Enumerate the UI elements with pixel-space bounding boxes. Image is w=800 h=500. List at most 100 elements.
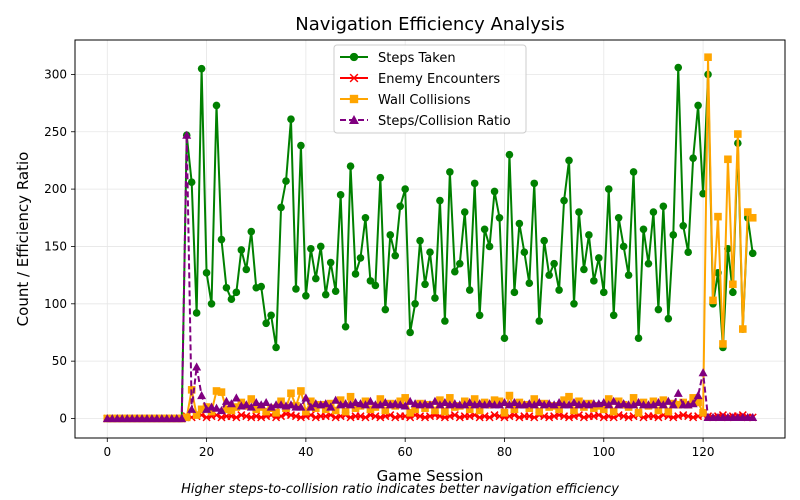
data-point-steps-collision-ratio [504, 400, 514, 409]
data-point-wall-collisions [446, 394, 454, 402]
data-point-steps-collision-ratio [256, 400, 266, 409]
y-tick-label: 200 [44, 182, 67, 196]
data-point-steps-taken [604, 185, 613, 193]
data-point-steps-taken [535, 317, 544, 325]
x-tick-label: 0 [103, 445, 111, 459]
data-point-wall-collisions [609, 407, 618, 416]
data-point-steps-taken [366, 277, 375, 285]
data-point-steps-collision-ratio [658, 400, 668, 409]
data-point-steps-taken [391, 251, 400, 260]
data-point-wall-collisions [401, 394, 409, 402]
data-point-wall-collisions [599, 405, 608, 414]
data-point-steps-collision-ratio [430, 396, 440, 405]
data-point-steps-taken [684, 248, 692, 256]
data-point-steps-taken [277, 203, 285, 212]
data-point-steps-collision-ratio [400, 401, 410, 410]
data-point-wall-collisions [664, 407, 673, 416]
data-point-wall-collisions [307, 397, 315, 406]
data-point-steps-collision-ratio [663, 396, 673, 405]
data-point-wall-collisions [441, 407, 449, 416]
data-point-steps-collision-ratio [564, 400, 574, 409]
legend-marker [349, 115, 359, 124]
data-point-wall-collisions [674, 400, 683, 409]
data-point-steps-taken [421, 280, 429, 289]
data-point-steps-taken [287, 115, 295, 123]
data-point-steps-taken [346, 162, 355, 170]
series-layer [102, 53, 758, 423]
data-point-steps-collision-ratio [509, 397, 519, 407]
data-point-steps-taken [336, 191, 345, 199]
data-point-enemy-encounters [361, 413, 370, 422]
data-point-steps-taken [192, 309, 201, 317]
data-point-steps-collision-ratio [360, 400, 370, 409]
data-point-steps-taken [619, 242, 628, 251]
data-point-steps-collision-ratio [266, 402, 276, 411]
data-point-steps-taken [282, 177, 290, 185]
data-point-steps-taken [634, 334, 643, 343]
legend-marker [349, 52, 359, 62]
data-point-steps-collision-ratio [693, 391, 703, 400]
data-point-steps-collision-ratio [534, 397, 544, 407]
x-axis-label: Game Session [377, 467, 484, 485]
x-tick-label: 120 [692, 445, 715, 459]
legend: Steps Taken Enemy Encounters Wall Collisio… [333, 44, 527, 134]
data-point-steps-taken [426, 248, 434, 256]
data-point-steps-taken [585, 231, 593, 239]
data-point-steps-taken [292, 285, 300, 293]
data-point-steps-collision-ratio [231, 393, 241, 402]
data-point-steps-collision-ratio [365, 396, 375, 405]
legend-marker [349, 73, 359, 83]
data-point-steps-collision-ratio [425, 400, 435, 409]
data-point-steps-taken [530, 179, 539, 188]
data-point-steps-taken [480, 225, 489, 234]
data-point-steps-taken [555, 286, 563, 294]
data-point-steps-collision-ratio [440, 397, 450, 407]
data-point-steps-taken [356, 254, 365, 262]
data-point-wall-collisions [743, 208, 752, 216]
data-point-steps-collision-ratio [549, 400, 559, 409]
data-point-steps-taken [406, 328, 414, 337]
data-point-steps-taken [341, 322, 350, 331]
data-point-steps-taken [525, 279, 534, 287]
data-point-wall-collisions [530, 395, 539, 403]
data-point-steps-taken [272, 343, 280, 352]
data-point-steps-taken [202, 269, 211, 277]
data-point-wall-collisions [182, 413, 191, 422]
data-point-wall-collisions [247, 395, 256, 403]
data-point-steps-taken [307, 244, 315, 253]
data-point-wall-collisions [734, 130, 742, 138]
data-point-steps-collision-ratio [435, 400, 445, 409]
data-point-steps-taken [679, 222, 688, 230]
data-point-steps-taken [595, 254, 603, 262]
data-point-steps-taken [316, 242, 325, 251]
data-point-steps-collision-ratio [246, 402, 256, 411]
data-point-wall-collisions [262, 407, 270, 416]
data-point-steps-collision-ratio [306, 402, 316, 411]
data-point-steps-taken [639, 225, 648, 234]
x-tick-label: 100 [592, 445, 615, 459]
data-point-steps-taken [331, 287, 340, 295]
data-point-steps-taken [312, 274, 320, 283]
chart-title: Navigation Efficiency Analysis [295, 14, 564, 35]
data-point-steps-taken [197, 64, 206, 73]
data-point-steps-taken [351, 270, 360, 278]
data-point-wall-collisions [431, 406, 439, 415]
data-point-wall-collisions [729, 280, 737, 289]
data-point-steps-taken [326, 258, 335, 267]
data-point-wall-collisions [331, 406, 340, 415]
data-point-steps-collision-ratio [688, 399, 698, 408]
data-point-steps-taken [465, 286, 474, 294]
data-point-wall-collisions [381, 406, 390, 415]
data-point-steps-taken [575, 208, 583, 216]
data-point-steps-taken [460, 208, 469, 216]
data-point-steps-collision-ratio [569, 397, 579, 407]
data-point-wall-collisions [346, 392, 355, 401]
data-point-wall-collisions [629, 394, 638, 402]
data-point-wall-collisions [421, 404, 429, 412]
data-point-steps-collision-ratio [673, 388, 683, 397]
data-point-steps-taken [470, 179, 479, 188]
data-point-steps-taken [495, 213, 504, 222]
data-point-wall-collisions [560, 396, 568, 404]
data-point-wall-collisions [570, 406, 578, 415]
